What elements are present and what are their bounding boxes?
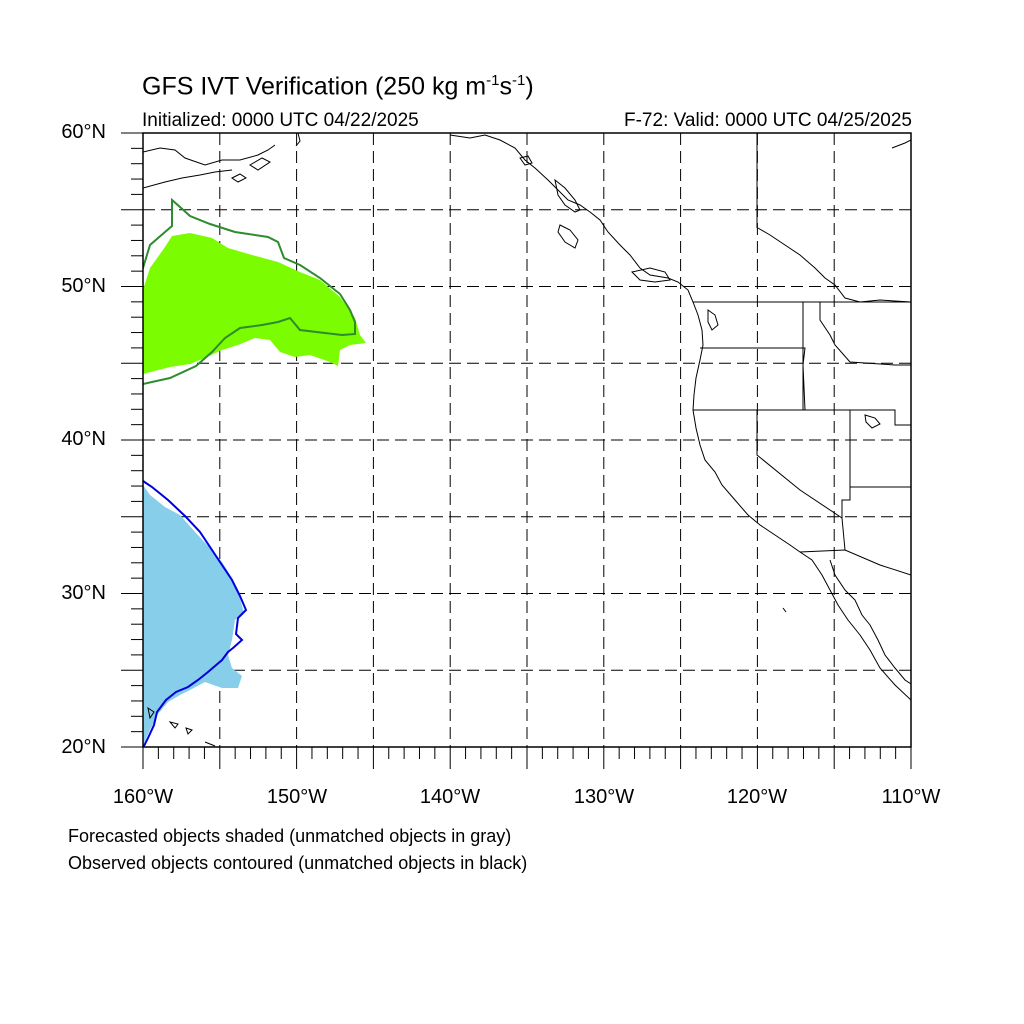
initialized-label: Initialized: 0000 UTC 04/22/2025	[142, 110, 419, 131]
lat-label-60n: 60°N	[61, 121, 106, 143]
lat-label-30n: 30°N	[61, 582, 106, 604]
observed-contour-blue	[143, 480, 248, 747]
chart-title: GFS IVT Verification (250 kg m-1s-1)	[142, 72, 534, 101]
axis-ticks	[121, 132, 912, 769]
observed-contour-green	[143, 197, 356, 385]
lon-label-160w: 160°W	[112, 786, 174, 808]
valid-label: F-72: Valid: 0000 UTC 04/25/2025	[624, 110, 912, 131]
lon-label-140w: 140°W	[419, 786, 481, 808]
lon-label-150w: 150°W	[266, 786, 328, 808]
political-borders	[693, 133, 911, 576]
lat-label-40n: 40°N	[61, 428, 106, 450]
map-grid	[143, 133, 911, 747]
coastlines	[143, 133, 911, 747]
forecast-object-blue	[143, 485, 244, 745]
lat-label-50n: 50°N	[61, 275, 106, 297]
lon-label-130w: 130°W	[573, 786, 635, 808]
lon-label-110w: 110°W	[881, 786, 941, 808]
lat-label-20n: 20°N	[61, 736, 106, 758]
lon-label-120w: 120°W	[726, 786, 788, 808]
note-forecast: Forecasted objects shaded (unmatched obj…	[68, 826, 512, 846]
forecast-object-green	[143, 233, 366, 374]
note-observed: Observed objects contoured (unmatched ob…	[68, 853, 528, 873]
